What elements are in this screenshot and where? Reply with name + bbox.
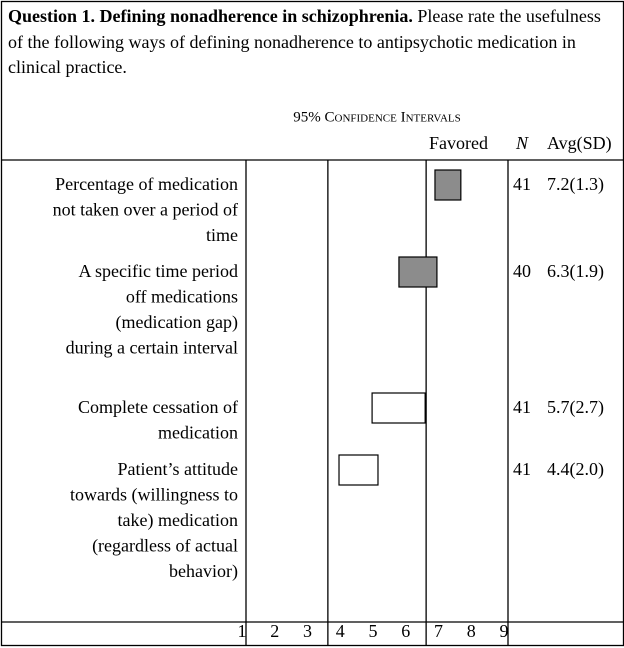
x-tick-label: 2 — [270, 621, 279, 641]
row-label: not taken over a period of — [53, 200, 238, 220]
x-tick-label: 9 — [500, 621, 509, 641]
row-label: Patient’s attitude — [118, 459, 238, 479]
x-tick-label: 7 — [434, 621, 443, 641]
interval-box — [371, 392, 426, 424]
row-label: Complete cessation of — [78, 397, 238, 417]
interval-box — [398, 256, 438, 288]
n-value: 40 — [513, 261, 531, 281]
avg-sd: 4.4(2.0) — [547, 459, 604, 480]
avg-sd: 7.2(1.3) — [547, 174, 604, 195]
row-label: A specific time period — [79, 261, 238, 281]
row-label: during a certain interval — [66, 338, 238, 358]
column-header: Favored — [429, 133, 488, 153]
row-label: behavior) — [169, 561, 238, 582]
avg-sd: 5.7(2.7) — [547, 397, 604, 418]
row-label: (medication gap) — [116, 312, 238, 333]
interval-box — [338, 454, 379, 486]
x-tick-label: 6 — [401, 621, 410, 641]
intro: Question 1. Defining nonadherence in sch… — [8, 4, 618, 81]
x-tick-label: 5 — [369, 621, 378, 641]
row-label: (regardless of actual — [92, 536, 238, 557]
row-label: medication — [158, 423, 238, 443]
row-label: time — [206, 225, 238, 245]
row-label: take) medication — [118, 510, 238, 531]
title: Question 1. Defining nonadherence in sch… — [8, 6, 413, 26]
x-tick-label: 4 — [336, 621, 345, 641]
axis-title: 95% Confidence Intervals — [293, 109, 460, 125]
n-value: 41 — [513, 397, 531, 417]
n-value: 41 — [513, 174, 531, 194]
row-label: towards (willingness to — [70, 485, 238, 506]
avg-sd: 6.3(1.9) — [547, 261, 604, 282]
interval-box — [434, 169, 462, 201]
subtitle: Please rate the usefulness of the follow… — [8, 6, 601, 77]
row-label: off medications — [126, 287, 238, 307]
x-tick-label: 1 — [238, 621, 247, 641]
x-tick-label: 8 — [467, 621, 476, 641]
n-value: 41 — [513, 459, 531, 479]
column-header: N — [515, 133, 529, 153]
column-header: Avg(SD) — [547, 133, 612, 154]
x-tick-label: 3 — [303, 621, 312, 641]
row-label: Percentage of medication — [55, 174, 238, 194]
